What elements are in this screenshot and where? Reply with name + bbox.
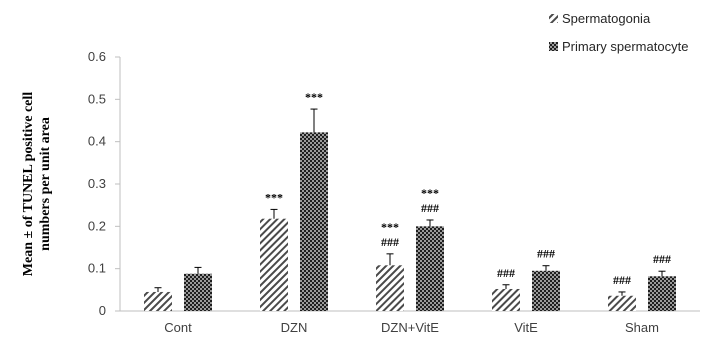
x-tick-label: VitE <box>514 320 538 335</box>
x-tick-label: DZN <box>281 320 308 335</box>
bar <box>416 226 444 311</box>
significance-label: *** <box>381 220 399 234</box>
bar <box>376 265 404 311</box>
significance-label: ### <box>381 235 399 249</box>
significance-label: ### <box>497 266 515 280</box>
significance-label: ### <box>653 252 671 266</box>
bar <box>532 270 560 311</box>
significance-label: ### <box>613 273 631 287</box>
y-axis-title-line: Mean ± of TUNEL positive cell <box>21 92 36 276</box>
bar <box>608 295 636 311</box>
y-tick-label: 0.4 <box>88 134 106 149</box>
bar <box>260 218 288 311</box>
x-tick-label: Sham <box>625 320 659 335</box>
significance-label: *** <box>421 186 439 200</box>
y-tick-label: 0.1 <box>88 261 106 276</box>
x-tick-label: Cont <box>164 320 192 335</box>
y-tick-label: 0.6 <box>88 49 106 64</box>
legend-swatch <box>549 42 558 51</box>
bar <box>300 132 328 311</box>
legend-swatch <box>549 14 558 23</box>
legend-label: Spermatogonia <box>562 11 651 26</box>
significance-label: *** <box>265 190 283 204</box>
y-tick-label: 0.2 <box>88 218 106 233</box>
significance-label: ### <box>537 247 555 261</box>
y-tick-label: 0 <box>99 303 106 318</box>
y-tick-label: 0.3 <box>88 176 106 191</box>
y-axis-title: Mean ± of TUNEL positive cell numbers per… <box>21 92 53 276</box>
bar <box>144 291 172 311</box>
legend-label: Primary spermatocyte <box>562 39 688 54</box>
significance-label: *** <box>305 90 323 104</box>
y-tick-label: 0.5 <box>88 91 106 106</box>
bar <box>492 288 520 311</box>
y-axis-title-line: numbers per unit area <box>38 117 53 251</box>
x-tick-label: DZN+VitE <box>381 320 439 335</box>
bar <box>648 276 676 311</box>
significance-label: ### <box>421 201 439 215</box>
bar <box>184 273 212 311</box>
